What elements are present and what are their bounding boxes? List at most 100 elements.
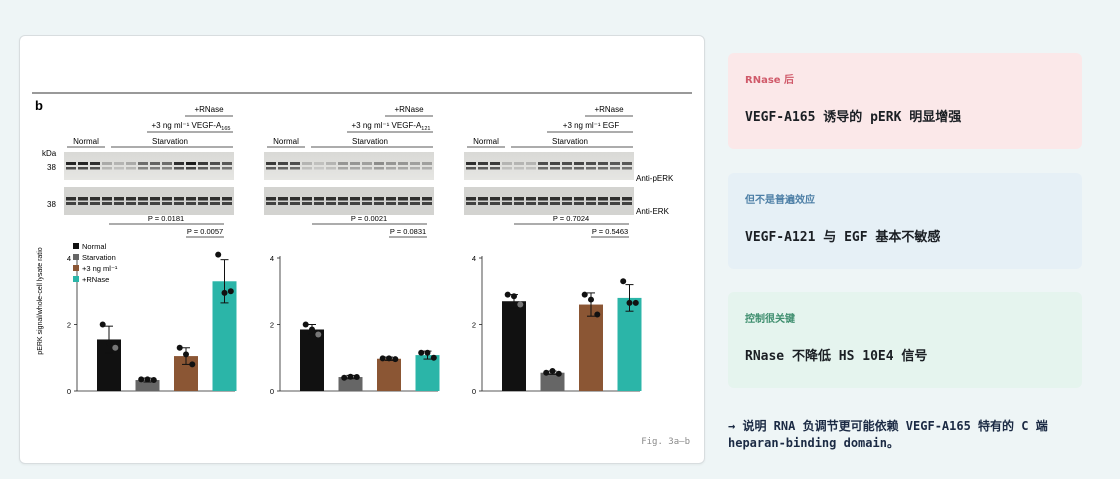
data-point (581, 291, 588, 298)
erk-band (314, 202, 324, 205)
y-tick-label: 0 (67, 387, 71, 396)
data-point (626, 299, 633, 306)
perk-band (574, 167, 584, 170)
legend-swatch (73, 254, 79, 260)
blot-group: +RNase +3 ng ml⁻¹ EGF Normal Starvation (464, 105, 634, 215)
legend-swatch (73, 243, 79, 249)
data-point (430, 354, 437, 361)
rnase-label: +RNase (594, 105, 624, 114)
erk-band (586, 197, 596, 201)
perk-band (78, 167, 88, 170)
erk-band (150, 197, 160, 201)
erk-band (90, 202, 100, 205)
perk-band (502, 167, 512, 170)
erk-band (398, 202, 408, 205)
panel-label: b (35, 98, 43, 113)
bar (415, 355, 440, 391)
perk-band (562, 167, 572, 170)
perk-band (514, 167, 524, 170)
data-point (386, 355, 392, 362)
anti-erk-label: Anti-ERK (636, 207, 670, 216)
erk-band (126, 197, 136, 201)
perk-band (490, 167, 500, 170)
perk-band (490, 162, 500, 165)
perk-band (586, 162, 596, 165)
perk-band (362, 162, 372, 165)
perk-band (538, 162, 548, 165)
perk-band (222, 162, 232, 165)
treatment-subscript: 165 (221, 126, 230, 132)
data-point (227, 288, 234, 295)
erk-band (622, 197, 632, 201)
perk-blot (264, 152, 434, 180)
erk-blot (464, 187, 634, 215)
erk-band (598, 202, 608, 205)
data-point (424, 349, 431, 356)
erk-band (610, 197, 620, 201)
treatment-subscript: 121 (421, 126, 430, 132)
data-point (549, 368, 556, 375)
perk-band (338, 167, 348, 170)
erk-band (186, 197, 196, 201)
erk-band (198, 197, 208, 201)
perk-band (610, 167, 620, 170)
perk-blot (464, 152, 634, 180)
conclusion-note: → 说明 RNA 负调节更可能依赖 VEGF-A165 特有的 C 端 hepa… (728, 419, 1048, 450)
perk-band (478, 162, 488, 165)
erk-band (574, 202, 584, 205)
normal-label: Normal (273, 137, 299, 146)
marker-label-erk: 38 (47, 200, 56, 209)
data-point (588, 296, 594, 303)
note-tag: RNase 后 (745, 75, 795, 86)
perk-band (362, 167, 372, 170)
erk-band (514, 197, 524, 201)
data-point (183, 351, 189, 358)
legend-swatch (73, 276, 79, 282)
y-axis-label: pERK signal/whole-cell lysate ratio (37, 247, 44, 354)
legend-label: Normal (82, 242, 107, 251)
erk-band (114, 197, 124, 201)
perk-band (386, 167, 396, 170)
perk-band (398, 167, 408, 170)
note-card-control: 控制很关键 RNase 不降低 HS 10E4 信号 (728, 292, 1082, 388)
erk-band (478, 197, 488, 201)
data-point (555, 370, 562, 377)
erk-band (102, 202, 112, 205)
erk-band (538, 202, 548, 205)
erk-band (314, 197, 324, 201)
chart-legend: Normal Starvation +3 ng ml⁻¹ +RNase (73, 242, 118, 284)
perk-band (186, 162, 196, 165)
perk-band (350, 162, 360, 165)
perk-band (550, 167, 560, 170)
perk-band (550, 162, 560, 165)
erk-band (174, 197, 184, 201)
data-point (347, 373, 354, 380)
y-tick-label: 2 (472, 321, 476, 330)
erk-band (174, 202, 184, 205)
y-tick-label: 0 (472, 387, 476, 396)
perk-band (398, 162, 408, 165)
erk-band (266, 202, 276, 205)
erk-band (198, 202, 208, 205)
perk-band (126, 167, 136, 170)
erk-band (102, 197, 112, 201)
erk-band (514, 202, 524, 205)
legend-label: +3 ng ml⁻¹ (82, 264, 118, 273)
perk-band (598, 162, 608, 165)
p-value-label: P = 0.0057 (187, 227, 223, 236)
erk-band (562, 197, 572, 201)
data-point (517, 301, 524, 308)
erk-band (114, 202, 124, 205)
erk-band (162, 202, 172, 205)
perk-band (422, 162, 432, 165)
note-card-not-universal: 但不是普遍效应 VEGF-A121 与 EGF 基本不敏感 (728, 173, 1082, 269)
note-body: VEGF-A165 诱导的 pERK 明显增强 (745, 110, 962, 125)
erk-band (66, 197, 76, 201)
perk-band (326, 162, 336, 165)
erk-band (550, 197, 560, 201)
erk-band (350, 197, 360, 201)
erk-band (90, 197, 100, 201)
